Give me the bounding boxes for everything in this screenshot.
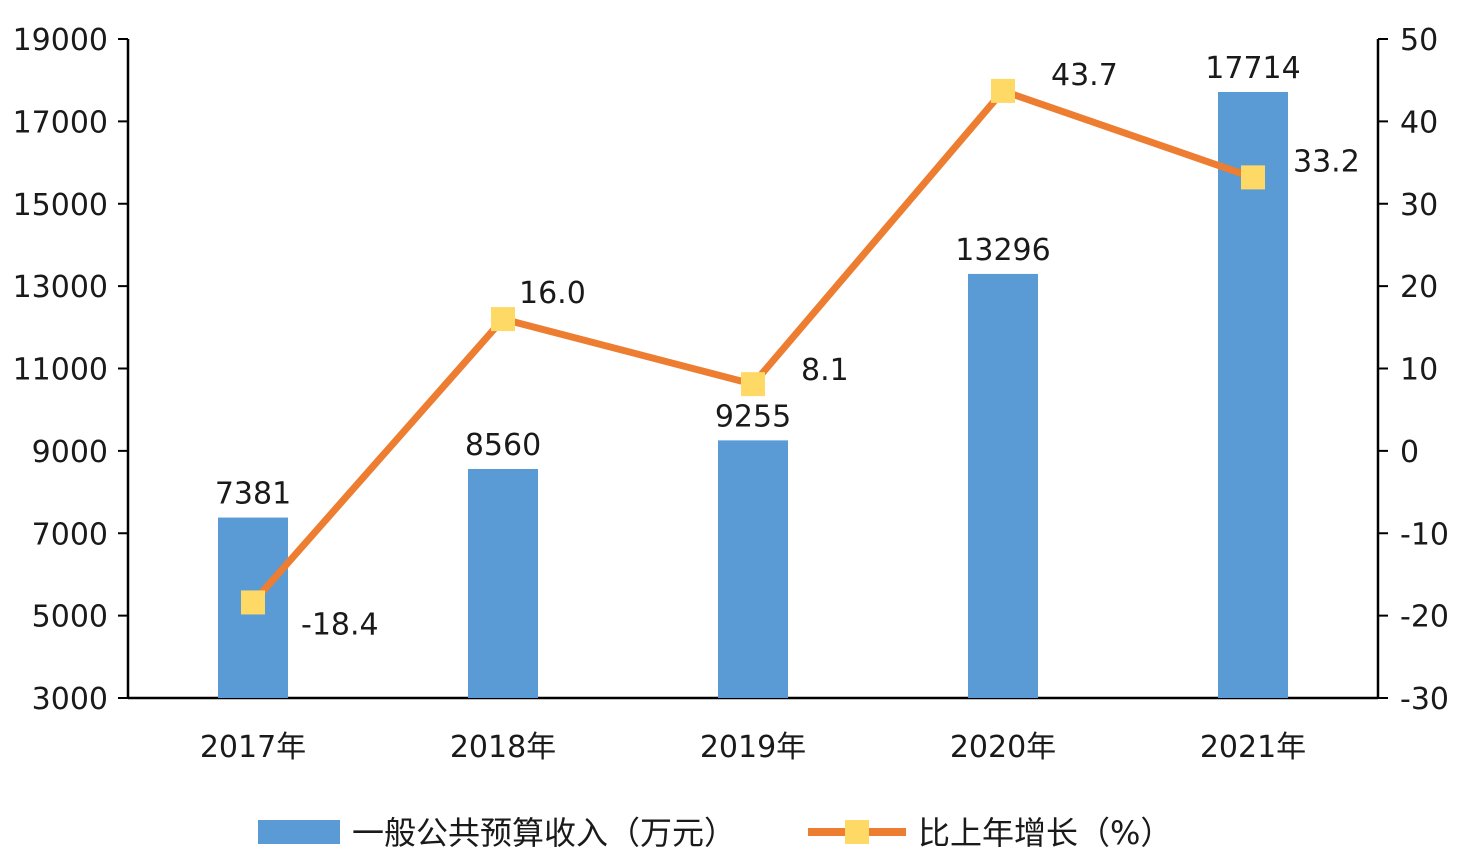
bar <box>468 468 538 698</box>
x-tick-label: 2017年 <box>200 730 306 765</box>
right-tick-label: 10 <box>1400 353 1438 388</box>
x-tick-label: 2020年 <box>950 730 1056 765</box>
left-tick-label: 7000 <box>32 517 108 552</box>
bar <box>968 273 1038 698</box>
line-marker <box>241 590 265 615</box>
bar-data-label: 17714 <box>1205 51 1300 86</box>
bar-series-group <box>218 91 1288 699</box>
line-data-label: -18.4 <box>301 607 379 642</box>
axes-group: 3000 5000 7000 9000 11000 13000 15000 17000 1900… <box>13 23 1449 765</box>
line-marker <box>491 307 515 332</box>
data-labels-group: 7381 8560 9255 13296 17714 -18.4 16.0 8.1 43.7 33… <box>215 51 1360 642</box>
line-data-label: 8.1 <box>801 353 849 388</box>
right-tick-label: -20 <box>1400 600 1449 635</box>
line-marker <box>1241 165 1265 190</box>
left-tick-label: 13000 <box>13 270 108 305</box>
bar-data-label: 13296 <box>955 233 1050 268</box>
right-tick-label: -30 <box>1400 682 1449 717</box>
line-data-label: 16.0 <box>519 276 586 311</box>
legend: 一般公共预算收入（万元） 比上年增长（%） <box>258 814 1172 852</box>
bar <box>718 440 788 698</box>
x-tick-label: 2019年 <box>700 730 806 765</box>
line-marker <box>991 78 1015 103</box>
left-tick-label: 5000 <box>32 600 108 635</box>
right-tick-label: 40 <box>1400 105 1438 140</box>
bar-data-label: 9255 <box>715 399 791 434</box>
legend-bar-swatch <box>258 820 340 844</box>
bar-data-label: 7381 <box>215 477 291 512</box>
bar <box>1218 91 1288 699</box>
left-tick-label: 3000 <box>32 682 108 717</box>
left-tick-label: 15000 <box>13 188 108 223</box>
legend-line-marker <box>845 820 869 844</box>
line-data-label: 43.7 <box>1051 58 1118 93</box>
left-tick-label: 9000 <box>32 435 108 470</box>
x-tick-label: 2018年 <box>450 730 556 765</box>
right-tick-label: -10 <box>1400 517 1449 552</box>
bar-data-label: 8560 <box>465 428 541 463</box>
right-tick-label: 0 <box>1400 435 1419 470</box>
line-data-label: 33.2 <box>1293 144 1360 179</box>
legend-line-label: 比上年增长（%） <box>918 814 1172 852</box>
left-tick-label: 11000 <box>13 353 108 388</box>
legend-bar-label: 一般公共预算收入（万元） <box>352 814 736 852</box>
left-tick-label: 17000 <box>13 105 108 140</box>
right-tick-label: 20 <box>1400 270 1438 305</box>
x-tick-label: 2021年 <box>1200 730 1306 765</box>
line-marker <box>741 372 765 397</box>
line-series-group <box>241 78 1265 615</box>
right-tick-label: 50 <box>1400 23 1438 58</box>
right-tick-label: 30 <box>1400 188 1438 223</box>
left-tick-label: 19000 <box>13 23 108 58</box>
